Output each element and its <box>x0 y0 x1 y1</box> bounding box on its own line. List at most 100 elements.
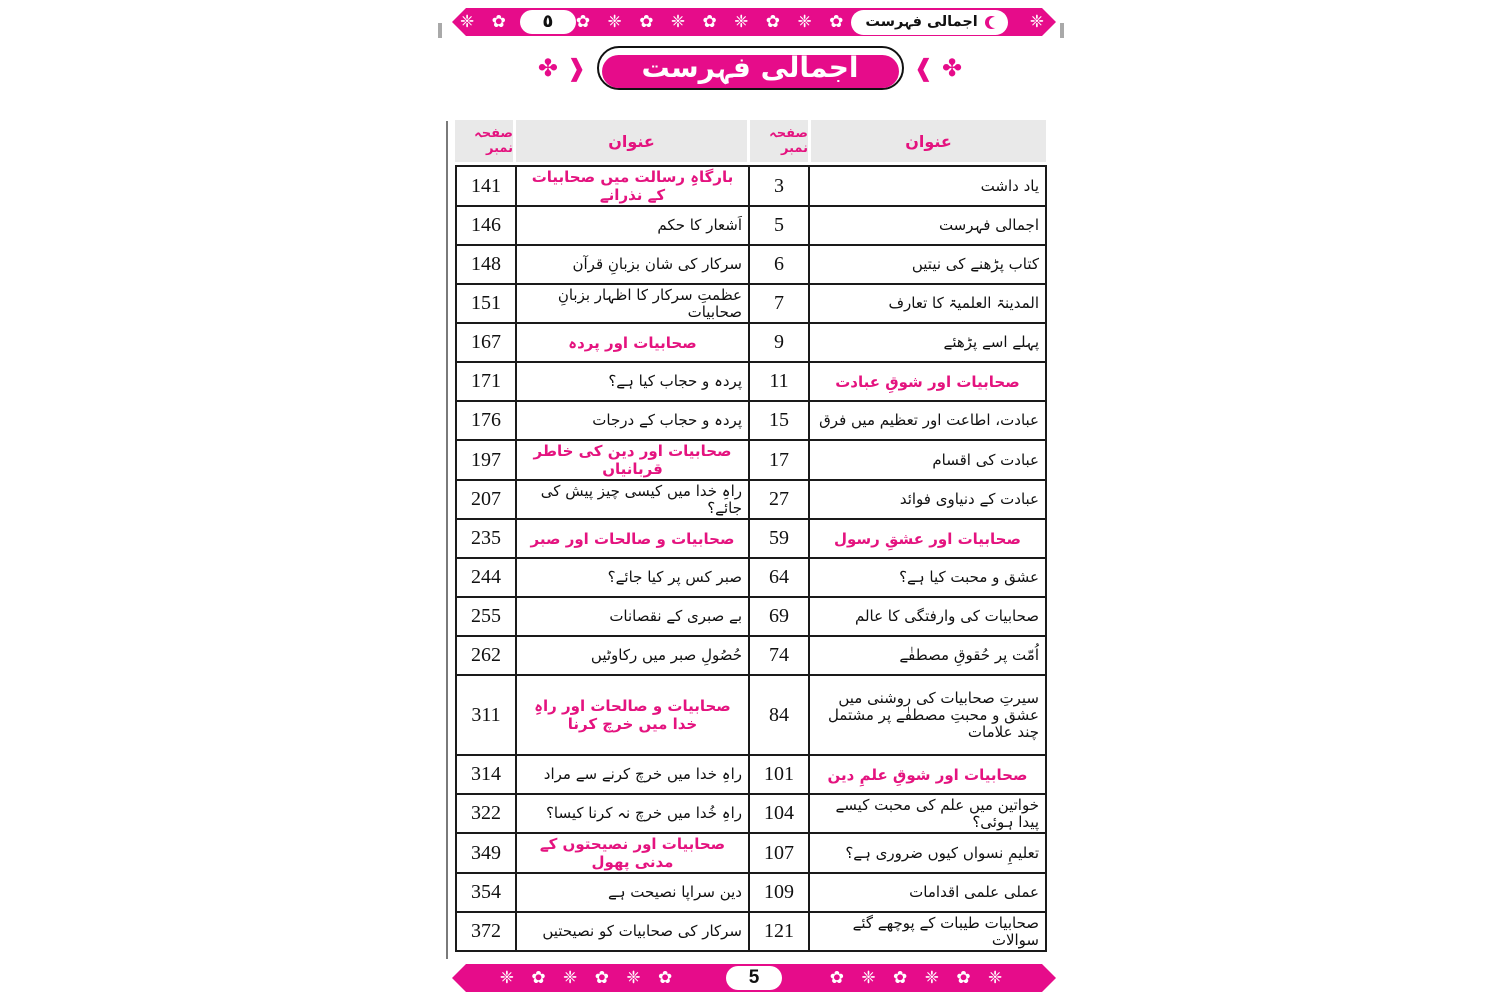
table-row: 197 صحابیات اور دین کی خاطر قربانیاں 17 عبا… <box>455 439 1047 481</box>
title-cell: عبادت کی اقسام <box>808 439 1047 481</box>
title-cell: صحابیات طیبات کے پوچھے گئے سوالات <box>808 911 1047 952</box>
page-number-cell: 262 <box>455 635 517 676</box>
title-cell: پردہ و حجاب کے درجات <box>515 400 750 441</box>
page-edge-mark-left <box>438 23 442 38</box>
title-cell: عشق و محبت کیا ہے؟ <box>808 557 1047 598</box>
title-cell: عبادت، اطاعت اور تعظیم میں فرق <box>808 400 1047 441</box>
badge-ornament-right-icon: ❰ ✤ <box>913 54 963 82</box>
page-number-cell: 322 <box>455 793 517 834</box>
page-edge-mark-right <box>1060 23 1064 38</box>
table-row: 372 سرکار کی صحابیات کو نصیحتیں 121 صحابیات… <box>455 911 1047 952</box>
title-cell: صحابیات و صالحات اور راہِ خدا میں خرچ کر… <box>515 674 750 756</box>
page-number-cell: 3 <box>748 165 810 207</box>
table-row: 262 حُصُولِ صبر میں رکاوٹیں 74 اُمّت پر حُق… <box>455 635 1047 676</box>
page-number-cell: 5 <box>748 205 810 246</box>
page-number-cell: 9 <box>748 322 810 363</box>
toc-table-wrapper: صفحہ نمبر عنوان صفحہ نمبر عنوان 141 بارگا… <box>455 120 1047 952</box>
page-number-cell: 17 <box>748 439 810 481</box>
spine-line <box>446 121 448 959</box>
title-cell: سیرتِ صحابیات کی روشنی میں عشق و محبتِ م… <box>808 674 1047 756</box>
table-row: 151 عظمتِ سرکار کا اظہار بزبانِ صحابیات 7 ا… <box>455 283 1047 324</box>
table-row: 148 سرکار کی شان بزبانِ قرآن 6 کتاب پڑھنے ک… <box>455 244 1047 285</box>
toc-table: 141 بارگاہِ رسالت میں صحابیات کے نذرانے 3 ی… <box>455 165 1047 952</box>
table-row: 354 دین سراپا نصیحت ہے 109 عملی علمی اقداما… <box>455 872 1047 913</box>
title-cell: پہلے اسے پڑھئے <box>808 322 1047 363</box>
page-number-cell: 372 <box>455 911 517 952</box>
floral-ornament-icon: ✿ ❈ ✿ ❈ ✿ ❈ ✿ ❈ ✿ ❈ ✿ <box>575 12 850 32</box>
page-number-cell: 27 <box>748 479 810 520</box>
table-row: 349 صحابیات اور نصیحتوں کے مدنی پھول 107 تع… <box>455 832 1047 874</box>
page-number-cell: 349 <box>455 832 517 874</box>
page-number-cell: 176 <box>455 400 517 441</box>
page-number-cell: 84 <box>748 674 810 756</box>
page-number-cell: 101 <box>748 754 810 795</box>
title-cell: صحابیات اور پردہ <box>515 322 750 363</box>
header-running-title: اجمالی فہرست <box>865 14 978 30</box>
table-row: 311 صحابیات و صالحات اور راہِ خدا میں خرچ… <box>455 674 1047 756</box>
page-number-cell: 311 <box>455 674 517 756</box>
page-title: اجمالی فہرست <box>641 51 859 84</box>
title-cell: عظمتِ سرکار کا اظہار بزبانِ صحابیات <box>515 283 750 324</box>
crescent-icon <box>985 16 998 29</box>
title-cell: صحابیات اور عشقِ رسول <box>808 518 1047 559</box>
title-cell: صبر کس پر کیا جائے؟ <box>515 557 750 598</box>
table-row: 235 صحابیات و صالحات اور صبر 59 صحابیات اور… <box>455 518 1047 559</box>
title-cell: خواتین میں علم کی محبت کیسے پیدا ہوئی؟ <box>808 793 1047 834</box>
title-cell: کتاب پڑھنے کی نیتیں <box>808 244 1047 285</box>
page-number-cell: 197 <box>455 439 517 481</box>
title-cell: یاد داشت <box>808 165 1047 207</box>
title-cell: اَشعار کا حکم <box>515 205 750 246</box>
page-number-cell: 167 <box>455 322 517 363</box>
badge-capsule: اجمالی فہرست <box>596 46 904 90</box>
title-cell: عبادت کے دنیاوی فوائد <box>808 479 1047 520</box>
page-number-cell: 7 <box>748 283 810 324</box>
page-number-cell: 107 <box>748 832 810 874</box>
page-number-cell: 141 <box>455 165 517 207</box>
title-cell: تعلیمِ نسواں کیوں ضروری ہے؟ <box>808 832 1047 874</box>
floral-ornament-icon: ❈ ✿ <box>460 12 512 32</box>
footer-band: ❈ ✿ ❈ ✿ ❈ ✿ 5 ✿ ❈ ✿ ❈ ✿ ❈ <box>452 962 1056 994</box>
badge-capsule-inner: اجمالی فہرست <box>601 51 899 88</box>
title-cell: صحابیات و صالحات اور صبر <box>515 518 750 559</box>
floral-ornament-icon: ❈ ✿ ❈ ✿ ❈ ✿ <box>499 968 679 988</box>
page-number-cell: 244 <box>455 557 517 598</box>
title-cell: راہِ خدا میں کیسی چیز پیش کی جائے؟ <box>515 479 750 520</box>
page-number-cell: 15 <box>748 400 810 441</box>
title-cell: حُصُولِ صبر میں رکاوٹیں <box>515 635 750 676</box>
title-cell: صحابیات اور شوقِ علمِ دین <box>808 754 1047 795</box>
page-number-cell: 146 <box>455 205 517 246</box>
title-cell: المدینۃ العلمیۃ کا تعارف <box>808 283 1047 324</box>
table-row: 314 راہِ خدا میں خرچ کرنے سے مراد 101 صحابی… <box>455 754 1047 795</box>
title-cell: بے صبری کے نقصانات <box>515 596 750 637</box>
header-page-number-oval: ٥ <box>520 10 576 34</box>
title-cell: صحابیات اور دین کی خاطر قربانیاں <box>515 439 750 481</box>
title-cell: عملی علمی اقدامات <box>808 872 1047 913</box>
page-number-cell: 59 <box>748 518 810 559</box>
table-row: 244 صبر کس پر کیا جائے؟ 64 عشق و محبت کیا ہ… <box>455 557 1047 598</box>
table-row: 207 راہِ خدا میں کیسی چیز پیش کی جائے؟ 27 ع… <box>455 479 1047 520</box>
table-row: 146 اَشعار کا حکم 5 اجمالی فہرست <box>455 205 1047 246</box>
page-number-cell: 148 <box>455 244 517 285</box>
table-row: 255 بے صبری کے نقصانات 69 صحابیات کی وارفتگ… <box>455 596 1047 637</box>
header-cell-title: عنوان <box>811 120 1046 162</box>
page-number-cell: 109 <box>748 872 810 913</box>
header-running-title-capsule: اجمالی فہرست <box>851 10 1007 35</box>
footer-page-number: 5 <box>748 967 760 988</box>
title-cell: اُمّت پر حُقوقِ مصطفٰے <box>808 635 1047 676</box>
page-number-cell: 235 <box>455 518 517 559</box>
page-number-cell: 314 <box>455 754 517 795</box>
page-number-cell: 69 <box>748 596 810 637</box>
page-number-cell: 64 <box>748 557 810 598</box>
title-cell: صحابیات اور شوقِ عبادت <box>808 361 1047 402</box>
page-number-cell: 121 <box>748 911 810 952</box>
header-band: ❈ ✿ ٥ ✿ ❈ ✿ ❈ ✿ ❈ ✿ ❈ ✿ ❈ ✿ اجمالی فہرست… <box>452 6 1056 38</box>
page-number-cell: 11 <box>748 361 810 402</box>
title-cell: دین سراپا نصیحت ہے <box>515 872 750 913</box>
page-number-cell: 151 <box>455 283 517 324</box>
title-cell: سرکار کی شان بزبانِ قرآن <box>515 244 750 285</box>
table-row: 141 بارگاہِ رسالت میں صحابیات کے نذرانے 3 ی… <box>455 165 1047 207</box>
header-cell-title: عنوان <box>516 120 747 162</box>
title-cell: راہِ خدا میں خرچ کرنے سے مراد <box>515 754 750 795</box>
header-page-number: ٥ <box>542 11 554 32</box>
